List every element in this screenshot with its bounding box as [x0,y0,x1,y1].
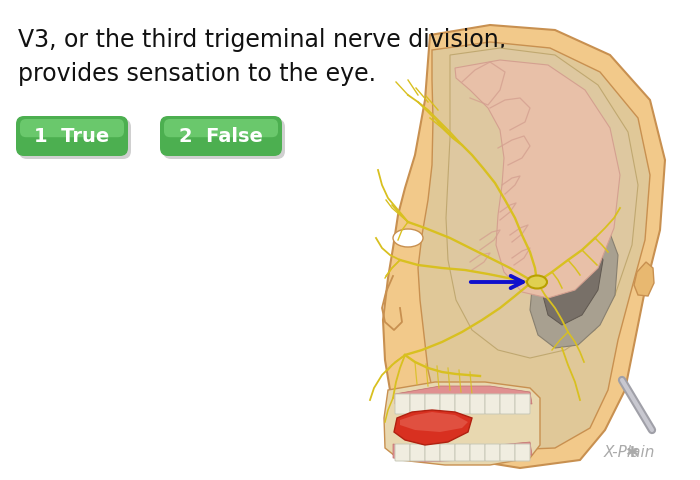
Polygon shape [394,410,472,445]
FancyBboxPatch shape [500,394,515,414]
Text: 2  False: 2 False [179,128,263,146]
FancyBboxPatch shape [470,394,485,414]
FancyBboxPatch shape [440,394,455,414]
Text: X-Plain: X-Plain [603,445,655,460]
FancyBboxPatch shape [163,119,285,159]
FancyBboxPatch shape [485,394,500,414]
Text: V3, or the third trigeminal nerve division,: V3, or the third trigeminal nerve divisi… [18,28,506,52]
Ellipse shape [527,276,547,288]
Polygon shape [455,60,620,298]
Polygon shape [634,262,654,296]
FancyBboxPatch shape [410,394,425,414]
Polygon shape [542,210,603,325]
FancyBboxPatch shape [440,444,455,461]
Polygon shape [383,25,665,468]
FancyBboxPatch shape [470,444,485,461]
FancyBboxPatch shape [395,444,410,461]
FancyBboxPatch shape [425,394,440,414]
FancyBboxPatch shape [16,116,128,156]
Text: ✱: ✱ [626,445,638,460]
FancyBboxPatch shape [455,444,470,461]
Text: 1  True: 1 True [34,128,110,146]
FancyBboxPatch shape [515,444,530,461]
Text: provides sensation to the eye.: provides sensation to the eye. [18,62,376,86]
Polygon shape [384,382,540,465]
Polygon shape [446,48,638,358]
FancyBboxPatch shape [160,116,282,156]
Polygon shape [393,442,532,462]
FancyBboxPatch shape [455,394,470,414]
FancyBboxPatch shape [500,444,515,461]
FancyBboxPatch shape [395,394,410,414]
Polygon shape [418,42,650,450]
FancyBboxPatch shape [164,119,278,137]
FancyBboxPatch shape [19,119,131,159]
Polygon shape [400,412,468,432]
Polygon shape [395,386,532,404]
FancyBboxPatch shape [410,444,425,461]
FancyBboxPatch shape [515,394,530,414]
FancyBboxPatch shape [485,444,500,461]
Polygon shape [530,195,618,348]
FancyBboxPatch shape [425,444,440,461]
Ellipse shape [393,229,423,247]
FancyBboxPatch shape [20,119,124,137]
